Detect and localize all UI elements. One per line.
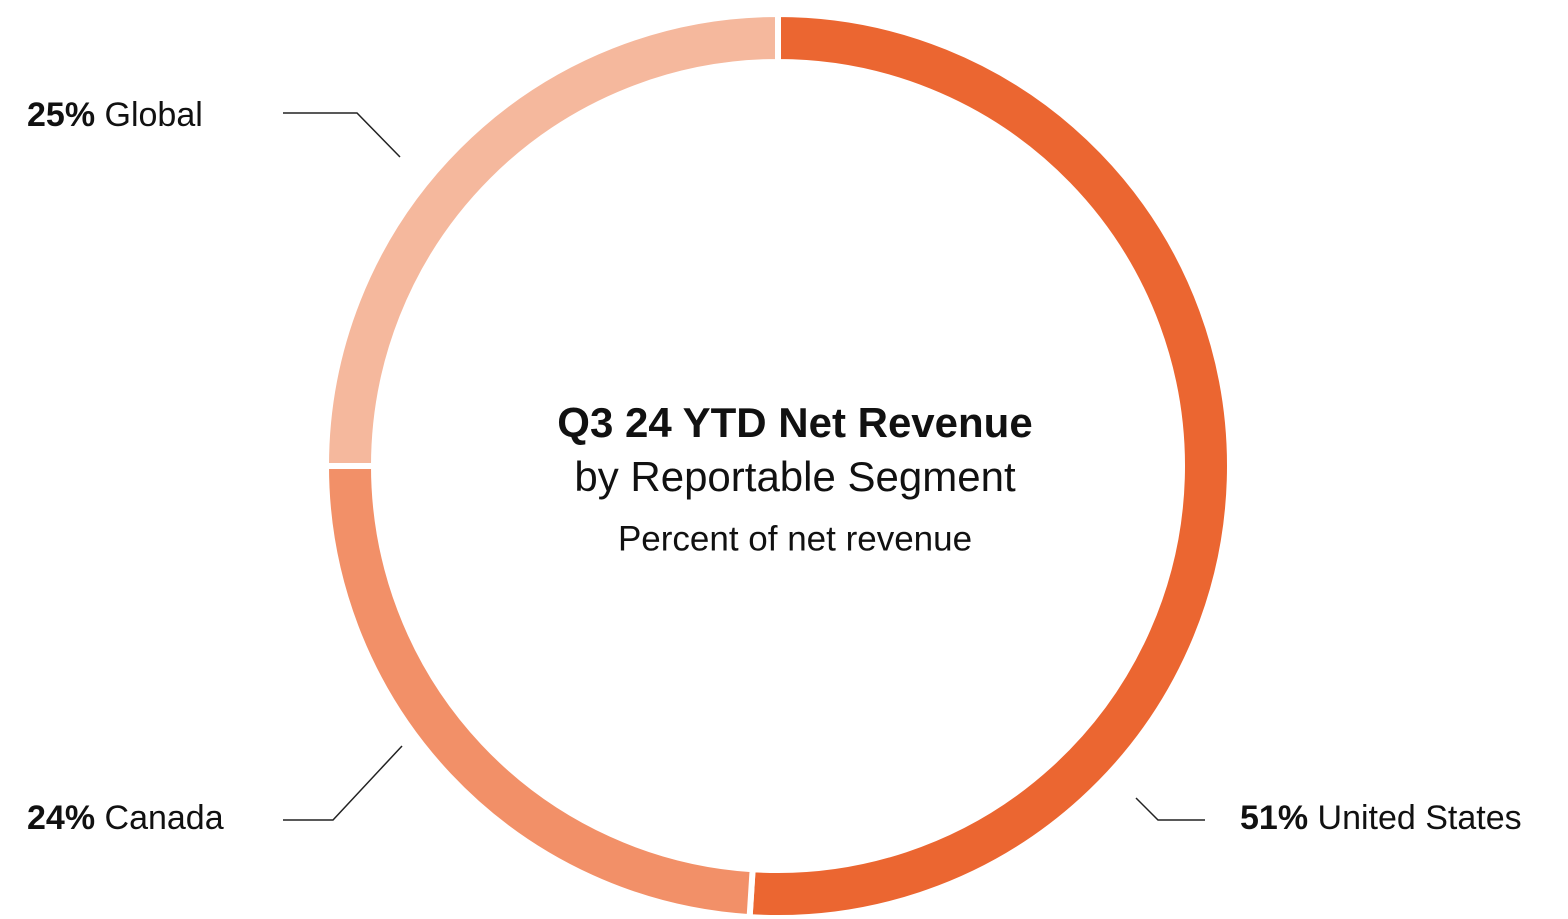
leader-line [283, 745, 403, 821]
leader-line [1135, 797, 1205, 821]
slice-category-label: Global [105, 96, 203, 134]
donut-slice [322, 10, 781, 469]
slice-label: 24% Canada [27, 799, 224, 837]
slice-value-label: 51% [1240, 799, 1308, 837]
chart-caption: Percent of net revenue [618, 519, 972, 558]
leader-line [283, 112, 401, 158]
chart-title: Q3 24 YTD Net Revenue [557, 399, 1032, 446]
slice-value-label: 25% [27, 96, 95, 134]
slice-category-label: United States [1318, 799, 1522, 837]
slice-category-label: Canada [105, 799, 224, 837]
slice-value-label: 24% [27, 799, 95, 837]
slice-label: 51% United States [1240, 799, 1522, 837]
chart-subtitle: by Reportable Segment [574, 453, 1016, 500]
slice-label: 25% Global [27, 96, 203, 134]
